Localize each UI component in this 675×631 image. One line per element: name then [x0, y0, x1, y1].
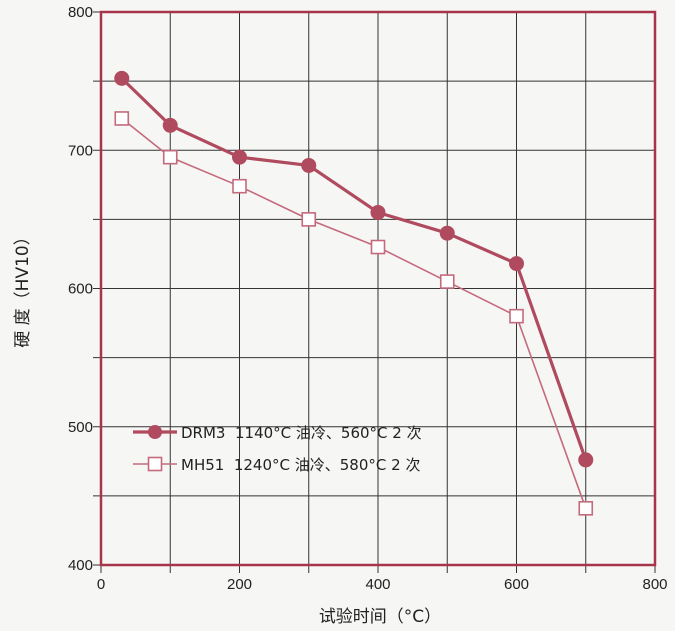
legend: DRM3 1140°C 油冷、560°C 2 次 MH51 1240°C 油冷、5… [133, 424, 422, 474]
legend-marker-square [147, 456, 163, 472]
plot-frame [99, 10, 657, 567]
data-point-square [370, 239, 386, 255]
data-point-circle [509, 256, 524, 272]
axis-tick-marks [93, 11, 656, 573]
series-layer [114, 70, 594, 516]
data-point-square [509, 308, 524, 324]
legend-item-1: DRM3 1140°C 油冷、560°C 2 次 [133, 424, 422, 442]
data-point-circle [439, 225, 455, 241]
x-tick-label: 400 [365, 576, 390, 593]
legend-label: DRM3 1140°C 油冷、560°C 2 次 [181, 424, 422, 442]
data-point-circle [114, 70, 130, 86]
legend-item-2: MH51 1240°C 油冷、580°C 2 次 [133, 456, 420, 474]
y-tick-label: 800 [68, 4, 93, 21]
grid-lines [101, 12, 655, 565]
x-axis-title: 试验时间（°C） [319, 607, 441, 627]
series-line [121, 117, 587, 509]
x-tick-label: 0 [97, 576, 105, 593]
y-tick-label: 400 [68, 557, 93, 574]
data-point-square [162, 149, 178, 165]
legend-label: MH51 1240°C 油冷、580°C 2 次 [181, 456, 420, 474]
series-2 [114, 111, 594, 516]
y-axis-title: 硬 度（HV10） [13, 228, 33, 347]
series-1 [114, 70, 594, 468]
data-point-square [114, 111, 130, 126]
data-point-circle [232, 149, 247, 165]
y-tick-label: 700 [68, 142, 93, 159]
data-point-circle [370, 204, 386, 220]
x-tick-label: 800 [642, 576, 667, 593]
data-point-circle [578, 452, 594, 468]
data-point-square [439, 274, 455, 289]
tick-labels: 0 200 400 600 800 400 500 600 700 800 [68, 4, 668, 593]
data-point-square [301, 212, 317, 227]
data-point-square [578, 501, 594, 516]
data-point-circle [301, 157, 317, 173]
data-point-square [232, 178, 247, 194]
series-line [120, 77, 588, 461]
y-tick-label: 600 [68, 281, 93, 298]
legend-marker-circle [148, 425, 162, 439]
data-point-circle [162, 117, 178, 133]
x-tick-label: 600 [504, 576, 529, 593]
x-tick-label: 200 [227, 576, 252, 593]
y-tick-label: 500 [68, 419, 93, 436]
